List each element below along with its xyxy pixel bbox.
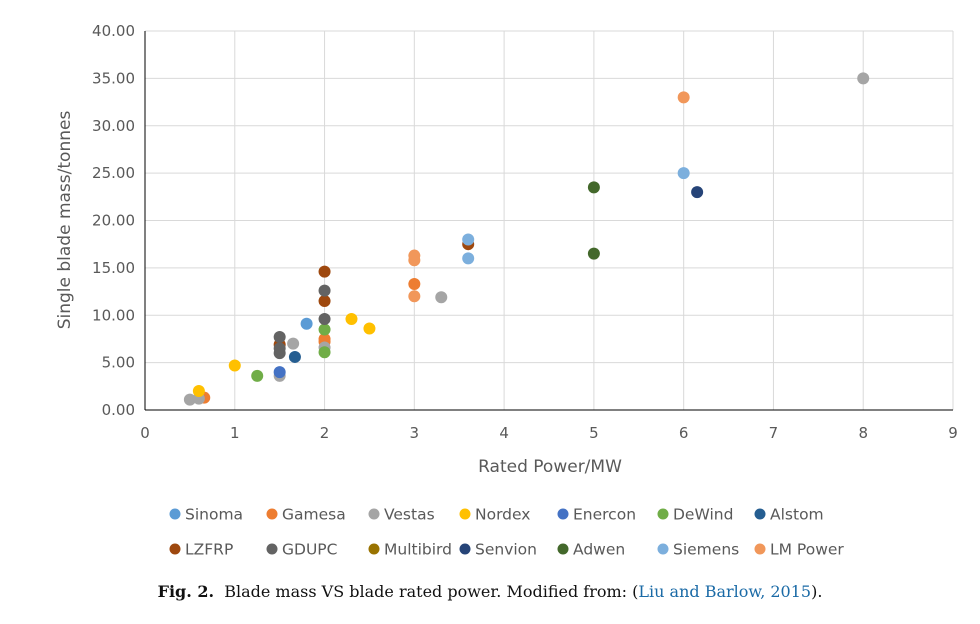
legend: Sinoma Gamesa Vestas Nordex Enercon DeWind Als…: [169, 506, 844, 559]
data-point: [857, 72, 870, 85]
legend-label: Gamesa: [282, 506, 346, 524]
y-tick-label: 40.00: [92, 22, 135, 40]
legend-marker: [266, 543, 278, 555]
data-point: [300, 317, 313, 330]
y-tick-label: 35.00: [92, 69, 135, 87]
legend-label: Multibird: [384, 541, 452, 559]
x-tick-label: 7: [769, 424, 779, 442]
x-axis-title: Rated Power/MW: [478, 457, 622, 477]
legend-marker: [266, 508, 278, 520]
legend-marker: [169, 543, 181, 555]
legend-marker: [169, 508, 181, 520]
caption-text: Blade mass VS blade rated power. Modifie…: [224, 582, 639, 601]
scatter-chart: 0 1 2 3 4 5 6 7 8 9 0.00 5.00 10.00 15.00 20.00 25.00 3…: [55, 22, 958, 559]
data-point: [318, 295, 331, 308]
y-tick-label: 25.00: [92, 164, 135, 182]
x-tick-labels: 0 1 2 3 4 5 6 7 8 9: [140, 424, 958, 442]
x-tick-label: 5: [589, 424, 599, 442]
data-point: [273, 331, 286, 344]
caption-end: ).: [811, 582, 823, 601]
axes: [144, 31, 953, 411]
y-tick-label: 5.00: [102, 354, 135, 372]
data-point: [183, 393, 196, 406]
y-tick-label: 10.00: [92, 306, 135, 324]
legend-label: LZFRP: [185, 541, 233, 559]
data-point: [587, 247, 600, 260]
data-point: [251, 369, 264, 382]
data-point: [363, 322, 376, 335]
legend-label: Sinoma: [185, 506, 243, 524]
gridlines: [145, 30, 954, 410]
y-tick-label: 15.00: [92, 259, 135, 277]
y-tick-label: 0.00: [102, 401, 135, 419]
data-point: [318, 284, 331, 297]
data-point: [318, 332, 331, 345]
data-point: [408, 249, 421, 262]
legend-label: Siemens: [673, 541, 739, 559]
x-tick-label: 2: [320, 424, 330, 442]
legend-marker: [754, 508, 766, 520]
x-tick-label: 8: [858, 424, 868, 442]
legend-marker: [368, 508, 380, 520]
legend-marker: [368, 543, 380, 555]
data-point: [192, 385, 205, 398]
data-point: [273, 366, 286, 379]
x-tick-label: 4: [499, 424, 509, 442]
legend-label: Adwen: [573, 541, 625, 559]
data-point: [228, 359, 241, 372]
legend-label: Enercon: [573, 506, 636, 524]
x-tick-label: 0: [140, 424, 150, 442]
data-point: [345, 313, 358, 326]
caption-label: Fig. 2.: [157, 582, 215, 601]
x-tick-label: 1: [230, 424, 240, 442]
data-point: [462, 252, 475, 265]
legend-marker: [459, 508, 471, 520]
data-point: [288, 350, 301, 363]
x-tick-label: 9: [948, 424, 958, 442]
data-point: [408, 290, 421, 303]
data-point: [408, 277, 421, 290]
data-points: [183, 72, 870, 406]
y-tick-labels: 0.00 5.00 10.00 15.00 20.00 25.00 30.00 35.00 40…: [92, 22, 135, 419]
data-point: [318, 323, 331, 336]
data-point: [318, 265, 331, 278]
legend-label: GDUPC: [282, 541, 337, 559]
caption-citation-link[interactable]: Liu and Barlow, 2015: [638, 582, 812, 601]
data-point: [462, 233, 475, 246]
legend-marker: [459, 543, 471, 555]
y-tick-label: 30.00: [92, 117, 135, 135]
legend-label: Senvion: [475, 541, 537, 559]
legend-marker: [557, 543, 569, 555]
x-tick-label: 6: [679, 424, 689, 442]
data-point: [287, 337, 300, 350]
data-point: [318, 313, 331, 326]
legend-label: Nordex: [475, 506, 530, 524]
data-point: [677, 91, 690, 104]
data-point: [677, 167, 690, 180]
legend-marker: [754, 543, 766, 555]
legend-label: DeWind: [673, 506, 733, 524]
figure-caption: Fig. 2. Blade mass VS blade rated power.…: [0, 582, 980, 601]
data-point: [318, 346, 331, 359]
legend-label: Vestas: [384, 506, 435, 524]
legend-marker: [657, 508, 669, 520]
legend-label: Alstom: [770, 506, 824, 524]
x-tick-label: 3: [410, 424, 420, 442]
legend-marker: [557, 508, 569, 520]
data-point: [691, 186, 704, 199]
y-tick-label: 20.00: [92, 212, 135, 230]
data-point: [587, 181, 600, 194]
data-point: [273, 342, 286, 355]
y-axis-title: Single blade mass/tonnes: [55, 111, 75, 330]
legend-label: LM Power: [770, 541, 844, 559]
data-point: [435, 291, 448, 304]
legend-marker: [657, 543, 669, 555]
